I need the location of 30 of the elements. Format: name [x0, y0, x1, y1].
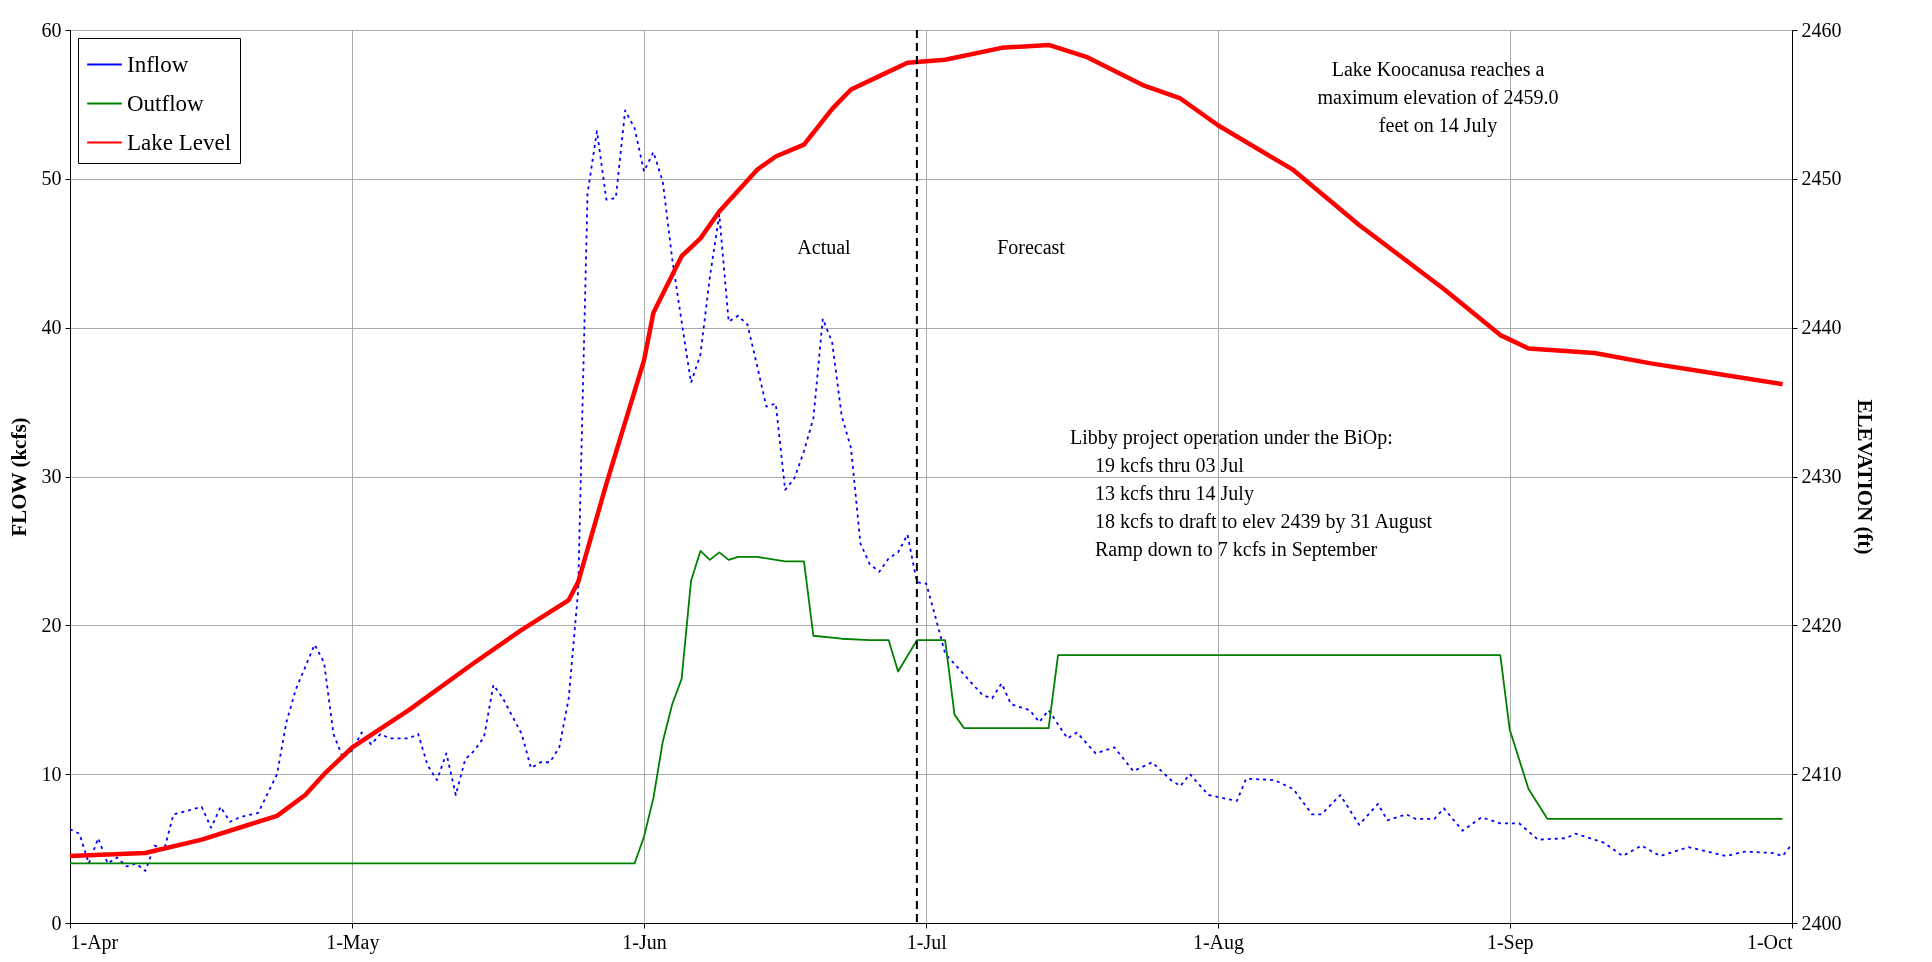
- y-tick-label: 50: [41, 167, 62, 190]
- x-tick-label: 1-Apr: [70, 930, 119, 954]
- y2-tick-label: 2410: [1801, 762, 1842, 785]
- legend-label: Inflow: [127, 51, 189, 77]
- y2-tick-label: 2420: [1801, 613, 1842, 636]
- y2-tick-label: 2460: [1801, 18, 1842, 41]
- annotation: Actual: [797, 236, 852, 258]
- y-tick-label: 20: [41, 613, 62, 636]
- x-tick-label: 1-Sep: [1486, 930, 1534, 954]
- y-tick-label: 30: [41, 465, 62, 487]
- legend-label: Outflow: [127, 90, 205, 116]
- y-tick-label: 0: [51, 911, 62, 934]
- y-tick-label: 60: [41, 18, 62, 41]
- y-axis-title: FLOW (kcfs): [6, 417, 31, 537]
- annotation: Lake Koocanusa reaches a maximum elevation of 2459.0 feet on 14 July: [1317, 58, 1559, 137]
- x-tick-label: 1-Oct: [1746, 930, 1793, 953]
- y-tick-label: 40: [41, 316, 62, 339]
- x-tick-label: 1-Jul: [906, 930, 948, 953]
- x-tick-label: 1-May: [326, 930, 380, 954]
- y2-tick-label: 2400: [1801, 911, 1842, 934]
- annotation: Libby project operation under the BiOp: 19 kcfs thru 03 Jul 13 kcfs thru 14 July 18 kcfs to draft to elev 2439 by 31 August Ramp down to 7 kcfs in September: [1070, 426, 1433, 561]
- y2-tick-label: 2440: [1801, 316, 1842, 339]
- y2-tick-label: 2430: [1801, 465, 1842, 487]
- annotation: Forecast: [997, 236, 1066, 258]
- y2-axis-title: ELEVATION (ft): [1852, 399, 1877, 555]
- x-tick-label: 1-Jun: [622, 930, 667, 953]
- y2-tick-label: 2450: [1801, 167, 1842, 190]
- y-tick-label: 10: [41, 762, 62, 785]
- x-tick-label: 1-Aug: [1192, 930, 1245, 954]
- legend-label: Lake Level: [127, 129, 232, 155]
